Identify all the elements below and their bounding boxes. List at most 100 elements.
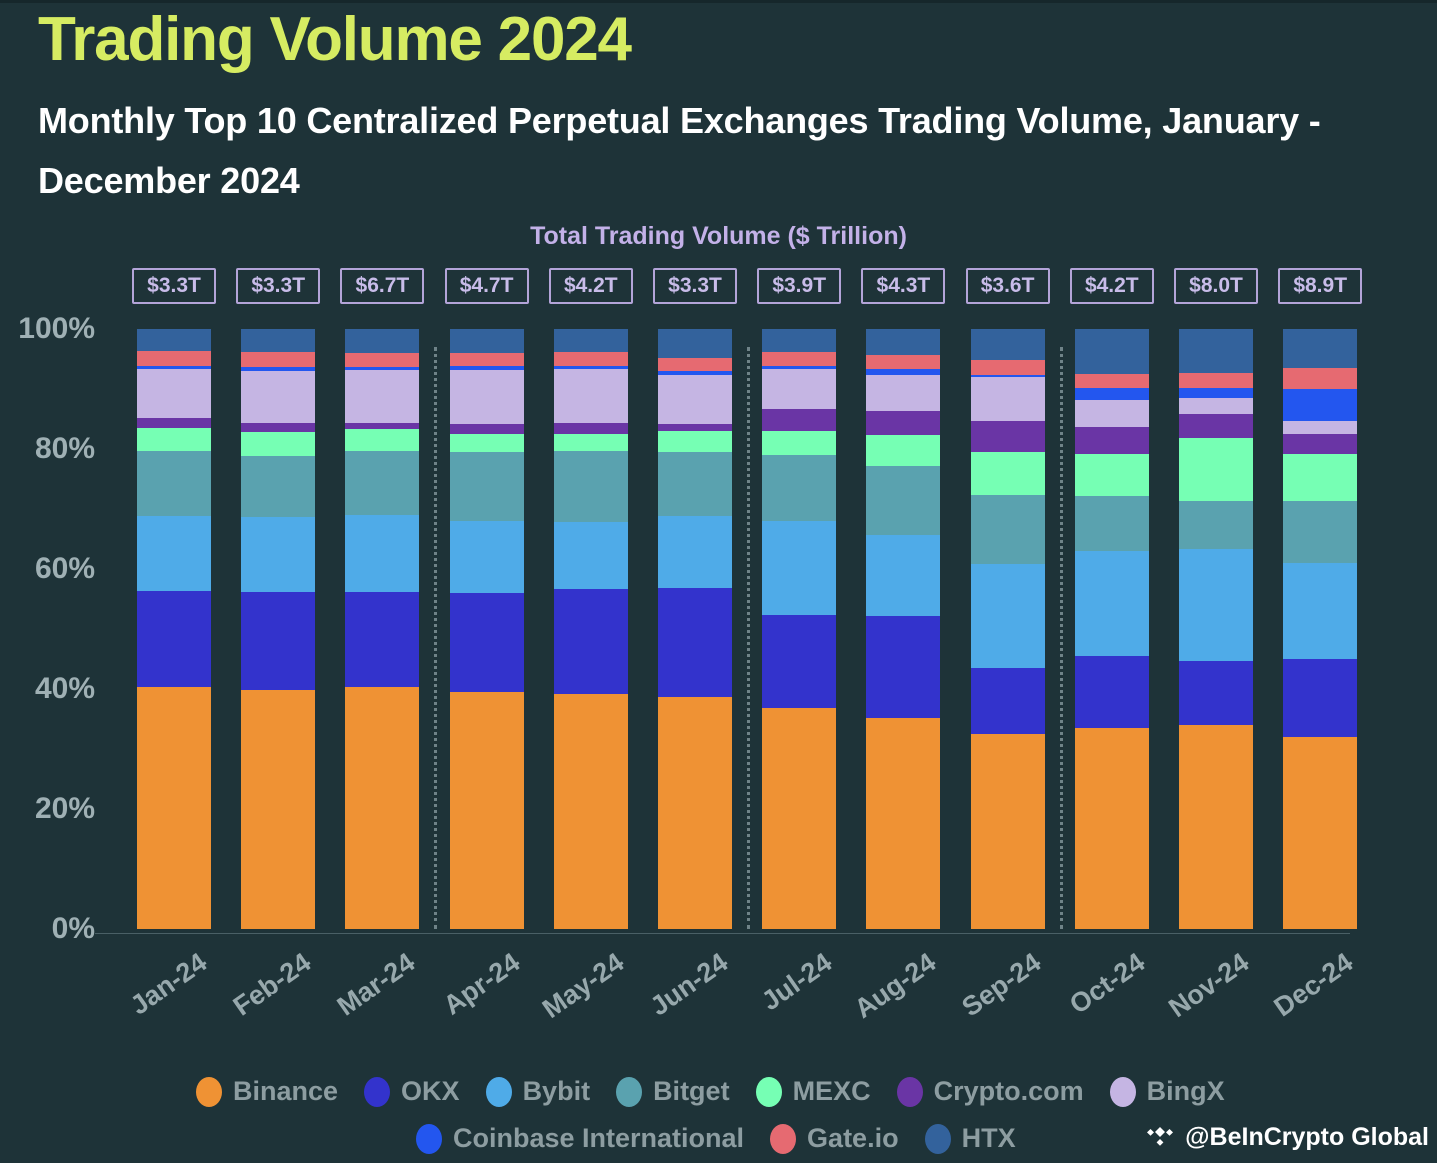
bar-segment-okx[interactable] xyxy=(1074,656,1149,728)
bar-segment-crypto-com[interactable] xyxy=(553,423,628,434)
bar-jun-24[interactable] xyxy=(658,329,732,929)
bar-nov-24[interactable] xyxy=(1179,329,1253,929)
legend-item-bingx[interactable]: BingX xyxy=(1109,1076,1225,1107)
legend-item-mexc[interactable]: MEXC xyxy=(755,1076,871,1107)
bar-segment-bingx[interactable] xyxy=(137,368,211,419)
bar-segment-crypto-com[interactable] xyxy=(449,423,524,434)
legend-item-bitget[interactable]: Bitget xyxy=(616,1076,730,1107)
bar-segment-bingx[interactable] xyxy=(241,371,316,423)
bar-segment-binance[interactable] xyxy=(241,690,316,929)
bar-segment-mexc[interactable] xyxy=(658,431,732,452)
bar-segment-gate-io[interactable] xyxy=(449,353,524,367)
bar-segment-bitget[interactable] xyxy=(553,450,628,522)
bar-may-24[interactable] xyxy=(553,329,628,929)
bar-apr-24[interactable] xyxy=(449,329,524,929)
bar-segment-crypto-com[interactable] xyxy=(1179,414,1253,439)
bar-segment-htx[interactable] xyxy=(658,329,732,358)
bar-segment-binance[interactable] xyxy=(970,734,1045,929)
bar-segment-okx[interactable] xyxy=(658,588,732,697)
bar-segment-coinbase-international[interactable] xyxy=(658,371,732,376)
bar-segment-crypto-com[interactable] xyxy=(1283,434,1358,454)
bar-segment-htx[interactable] xyxy=(345,329,420,353)
bar-segment-binance[interactable] xyxy=(449,692,524,929)
bar-segment-bybit[interactable] xyxy=(1283,563,1358,659)
bar-segment-htx[interactable] xyxy=(1179,329,1253,374)
bar-segment-coinbase-international[interactable] xyxy=(1179,387,1253,398)
bar-dec-24[interactable] xyxy=(1283,329,1358,929)
bar-segment-bingx[interactable] xyxy=(658,375,732,425)
bar-segment-gate-io[interactable] xyxy=(241,352,316,368)
legend-item-coinbase-international[interactable]: Coinbase International xyxy=(416,1123,744,1154)
bar-segment-okx[interactable] xyxy=(553,588,628,694)
bar-segment-gate-io[interactable] xyxy=(553,352,628,367)
bar-segment-binance[interactable] xyxy=(553,693,628,929)
bar-segment-crypto-com[interactable] xyxy=(658,424,732,431)
bar-segment-bingx[interactable] xyxy=(1179,398,1253,415)
bar-segment-binance[interactable] xyxy=(762,708,837,929)
bar-segment-mexc[interactable] xyxy=(1074,453,1149,496)
bar-feb-24[interactable] xyxy=(241,329,316,929)
bar-segment-coinbase-international[interactable] xyxy=(345,366,420,370)
bar-segment-gate-io[interactable] xyxy=(137,351,211,366)
bar-segment-bitget[interactable] xyxy=(137,450,211,516)
bar-segment-crypto-com[interactable] xyxy=(970,420,1045,452)
bar-segment-crypto-com[interactable] xyxy=(866,410,941,435)
bar-segment-bingx[interactable] xyxy=(970,377,1045,421)
bar-segment-bybit[interactable] xyxy=(553,521,628,589)
bar-segment-bitget[interactable] xyxy=(1283,500,1358,563)
bar-segment-mexc[interactable] xyxy=(241,431,316,456)
bar-segment-crypto-com[interactable] xyxy=(137,418,211,428)
bar-segment-binance[interactable] xyxy=(658,696,732,929)
bar-segment-mexc[interactable] xyxy=(1283,453,1358,501)
bar-segment-mexc[interactable] xyxy=(449,434,524,452)
bar-segment-htx[interactable] xyxy=(762,329,837,352)
bar-segment-binance[interactable] xyxy=(1283,737,1358,929)
bar-segment-coinbase-international[interactable] xyxy=(970,374,1045,377)
bar-segment-gate-io[interactable] xyxy=(1074,374,1149,388)
bar-segment-coinbase-international[interactable] xyxy=(1283,389,1358,421)
bar-segment-okx[interactable] xyxy=(345,591,420,687)
bar-segment-bitget[interactable] xyxy=(866,465,941,535)
legend-item-binance[interactable]: Binance xyxy=(196,1076,338,1107)
bar-segment-bybit[interactable] xyxy=(866,534,941,616)
bar-segment-okx[interactable] xyxy=(762,615,837,709)
bar-segment-bybit[interactable] xyxy=(345,515,420,592)
bar-segment-gate-io[interactable] xyxy=(762,351,837,366)
bar-segment-bybit[interactable] xyxy=(137,515,211,591)
bar-jul-24[interactable] xyxy=(762,329,837,929)
bar-segment-okx[interactable] xyxy=(449,593,524,692)
bar-segment-binance[interactable] xyxy=(866,717,941,929)
bar-segment-bybit[interactable] xyxy=(1179,549,1253,662)
bar-segment-htx[interactable] xyxy=(1283,329,1358,368)
bar-segment-binance[interactable] xyxy=(1074,728,1149,929)
bar-segment-bingx[interactable] xyxy=(1074,399,1149,427)
bar-segment-gate-io[interactable] xyxy=(1179,373,1253,388)
bar-segment-mexc[interactable] xyxy=(553,434,628,451)
bar-segment-coinbase-international[interactable] xyxy=(449,366,524,370)
bar-segment-crypto-com[interactable] xyxy=(1074,426,1149,454)
bar-segment-bybit[interactable] xyxy=(762,521,837,616)
bar-segment-okx[interactable] xyxy=(1283,659,1358,737)
bar-segment-binance[interactable] xyxy=(1179,725,1253,929)
bar-oct-24[interactable] xyxy=(1074,329,1149,929)
bar-segment-okx[interactable] xyxy=(1179,661,1253,725)
bar-segment-mexc[interactable] xyxy=(762,431,837,455)
bar-mar-24[interactable] xyxy=(345,329,420,929)
bar-segment-htx[interactable] xyxy=(449,329,524,353)
bar-segment-bitget[interactable] xyxy=(762,455,837,521)
bar-aug-24[interactable] xyxy=(866,329,941,929)
legend-item-okx[interactable]: OKX xyxy=(364,1076,460,1107)
bar-segment-coinbase-international[interactable] xyxy=(553,366,628,370)
bar-segment-bingx[interactable] xyxy=(345,369,420,423)
legend-item-crypto-com[interactable]: Crypto.com xyxy=(896,1076,1084,1107)
bar-segment-htx[interactable] xyxy=(241,329,316,353)
bar-segment-okx[interactable] xyxy=(866,615,941,718)
bar-segment-gate-io[interactable] xyxy=(345,353,420,367)
bar-segment-bitget[interactable] xyxy=(241,455,316,517)
bar-segment-gate-io[interactable] xyxy=(1283,368,1358,389)
bar-segment-okx[interactable] xyxy=(137,590,211,687)
bar-jan-24[interactable] xyxy=(137,329,211,929)
legend-item-bybit[interactable]: Bybit xyxy=(485,1076,590,1107)
bar-segment-htx[interactable] xyxy=(866,329,941,355)
bar-segment-bybit[interactable] xyxy=(970,564,1045,668)
